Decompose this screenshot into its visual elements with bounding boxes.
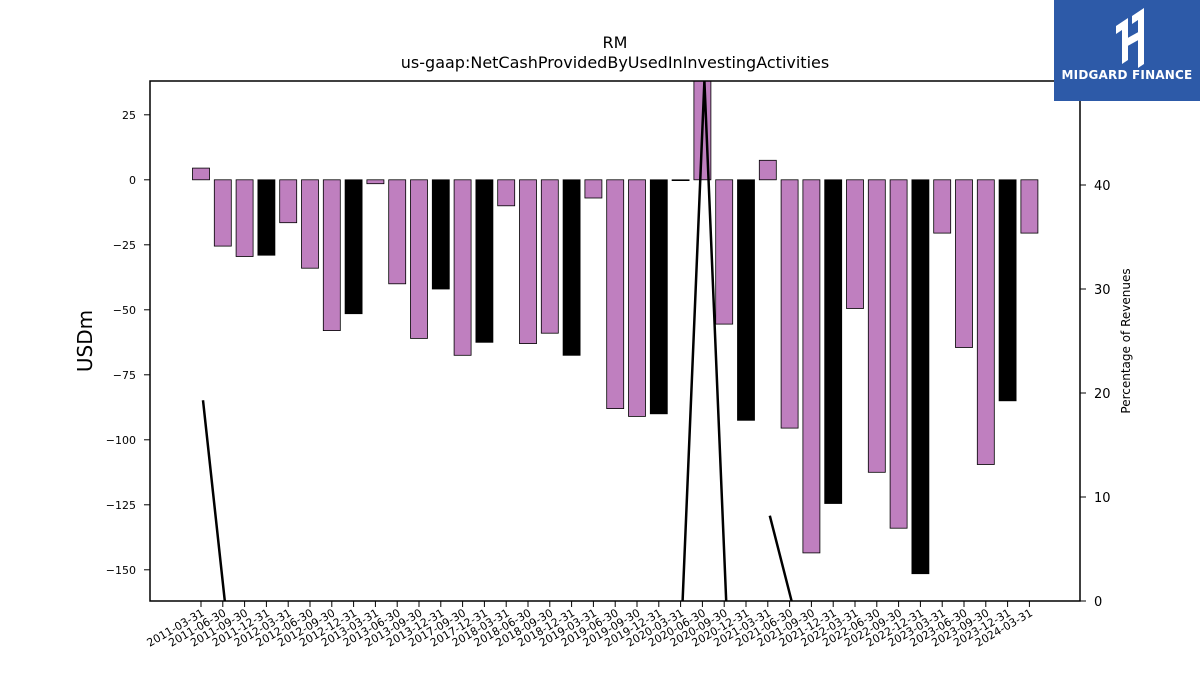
bar-2021-06-30 [780, 179, 799, 429]
bar-2011-09-30 [235, 179, 254, 257]
bar-2012-03-31 [279, 179, 298, 224]
y-tick-label: 0 [129, 174, 136, 187]
bar-2013-12-31 [431, 179, 450, 290]
y2-axis-label: Percentage of Revenues [1119, 268, 1133, 413]
bar-2012-06-30 [301, 179, 319, 269]
y-ticks-group: 25 0 −25 −50 −75 −100 −125 −150 [106, 109, 150, 577]
bar-2019-06-30 [606, 179, 625, 410]
bar-2021-03-31 [758, 159, 777, 181]
bar-2018-03-31 [497, 179, 516, 207]
bar-2019-03-31 [584, 179, 603, 199]
y2-tick-label: 10 [1094, 491, 1111, 506]
y-tick-label: −25 [113, 239, 136, 252]
bar-2023-03-31 [933, 179, 952, 234]
logo: MIDGARD FINANCE [1054, 0, 1200, 101]
bar-2019-09-30 [628, 179, 646, 417]
bar-2020-09-30 [715, 179, 734, 325]
chart-subtitle: us-gaap:NetCashProvidedByUsedInInvesting… [401, 53, 829, 72]
y2-tick-label: 0 [1094, 595, 1102, 610]
bar-2012-12-31 [344, 179, 363, 315]
bar-2017-09-30 [453, 179, 472, 356]
y2-tick-label: 40 [1094, 179, 1111, 194]
y-tick-label: −150 [106, 564, 136, 577]
midgard-logo-icon [1116, 8, 1144, 68]
bar-2018-12-31 [562, 179, 581, 356]
y-axis-label: USDm [73, 310, 97, 372]
y-tick-label: −50 [113, 304, 136, 317]
bar-2013-06-30 [388, 179, 407, 285]
bar-2019-12-31 [649, 179, 668, 415]
bar-2023-06-30 [955, 179, 973, 348]
bar-2020-12-31 [737, 179, 755, 421]
y2-tick-label: 30 [1094, 283, 1111, 298]
bar-2022-06-30 [867, 179, 886, 473]
bar-2012-09-30 [322, 179, 341, 332]
bar-2011-12-31 [257, 179, 276, 256]
plot-frame [149, 80, 1081, 602]
bar-2013-03-31 [366, 179, 385, 185]
bar-2022-03-31 [846, 179, 864, 309]
bar-2018-09-30 [540, 179, 559, 334]
y2-tick-label: 20 [1094, 387, 1111, 402]
bar-2011-03-31 [192, 167, 210, 181]
y-tick-label: −125 [106, 499, 136, 512]
y-tick-label: 25 [122, 109, 136, 122]
bar-2022-09-30 [889, 179, 908, 529]
bar-2021-09-30 [802, 179, 821, 554]
bar-2023-12-31 [998, 179, 1017, 402]
bar-2020-03-31 [671, 179, 690, 182]
bars-group [192, 80, 1039, 575]
bar-2011-06-30 [213, 179, 232, 247]
bar-2017-12-31 [475, 179, 494, 343]
y-tick-label: −100 [106, 434, 136, 447]
bar-2024-03-31 [1020, 179, 1039, 234]
bar-2021-12-31 [824, 179, 843, 504]
y-tick-label: −75 [113, 369, 136, 382]
bar-2013-09-30 [410, 179, 428, 339]
logo-text: MIDGARD FINANCE [1061, 68, 1193, 82]
chart-title: RM [603, 33, 628, 52]
bar-2018-06-30 [519, 179, 537, 345]
bar-2022-12-31 [911, 179, 930, 575]
y2-ticks-group: 0 10 20 30 40 [1080, 179, 1111, 610]
x-ticks-group: 2011-03-312011-06-302011-09-302011-12-31… [145, 601, 1035, 650]
bar-2023-09-30 [976, 179, 995, 465]
